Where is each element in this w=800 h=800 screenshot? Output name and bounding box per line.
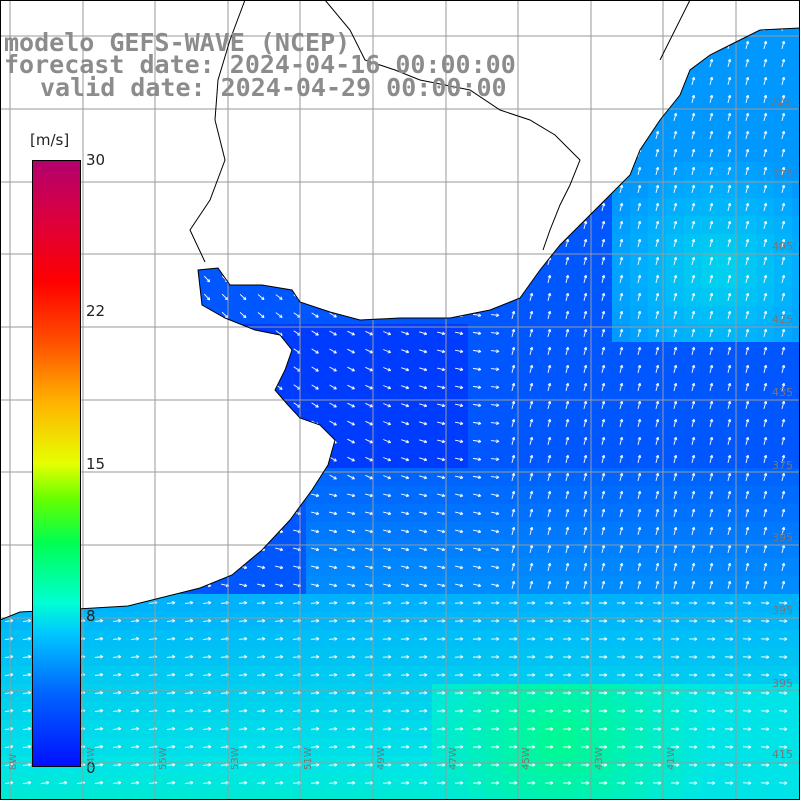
lat-label: 395: [772, 531, 793, 544]
colorbar-tick: 22: [86, 302, 106, 320]
border-line: [659, 0, 691, 61]
lat-label: 425: [772, 313, 793, 326]
colorbar-tick: 30: [86, 151, 106, 169]
coastline: [0, 27, 800, 621]
lat-label: 375: [772, 459, 793, 472]
lon-label: 8W: [8, 753, 19, 770]
colorbar-tick: 15: [86, 455, 106, 473]
colorbar-tick: 8: [86, 607, 96, 625]
lon-label: 43W: [594, 747, 605, 770]
lat-label: 405: [772, 240, 793, 253]
lat-label: 435: [772, 386, 793, 399]
colorbar-unit: [m/s]: [30, 131, 70, 149]
title-valid-date: valid date: 2024-04-29 00:00:00: [40, 73, 507, 102]
lat-label: 415: [772, 748, 793, 761]
border-line: [189, 0, 246, 263]
colorbar-tick: 0: [86, 759, 96, 777]
lat-label: 395: [772, 677, 793, 690]
lat-label: 375: [772, 168, 793, 181]
lon-label: 49W: [376, 747, 387, 770]
lon-label: 45W: [521, 747, 532, 770]
title-model: modelo GEFS-WAVE (NCEP): [4, 28, 351, 57]
lon-label: 51W: [303, 747, 314, 770]
border-line: [324, 0, 581, 251]
lat-label: 395: [772, 604, 793, 617]
lon-label: 74W: [86, 747, 97, 770]
colorbar: [32, 160, 81, 767]
lon-label: 53W: [230, 747, 241, 770]
title-forecast-date: forecast date: 2024-04-16 00:00:00: [4, 50, 516, 79]
lon-label: 47W: [448, 747, 459, 770]
lon-label: 41W: [666, 747, 677, 770]
lat-label: 72S: [770, 95, 791, 108]
lon-label: 55W: [158, 747, 169, 770]
